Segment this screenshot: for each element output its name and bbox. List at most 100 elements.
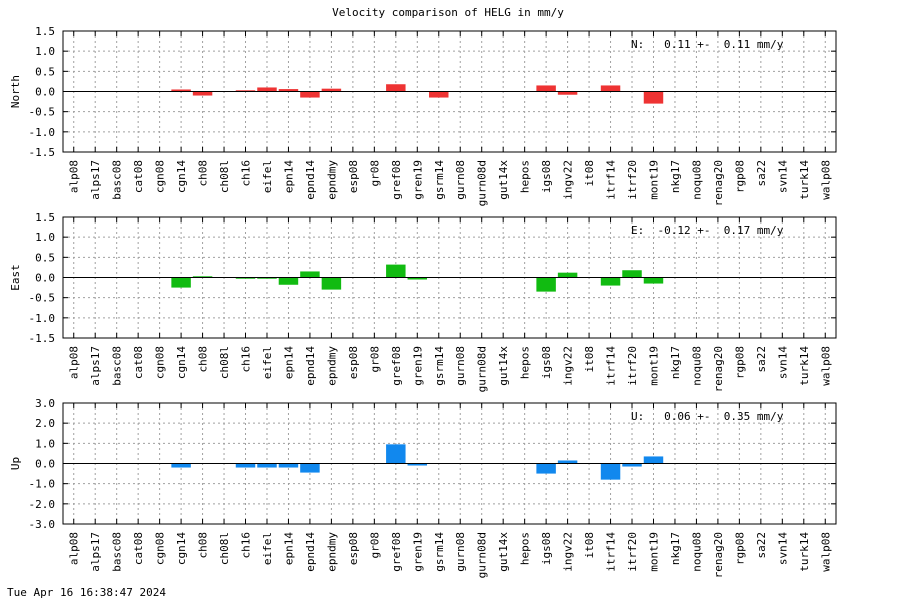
bar-mont19 [643, 277, 664, 284]
x-tick-label: sa22 [755, 160, 768, 187]
x-tick-label: eifel [261, 346, 274, 379]
bar-epn14 [278, 89, 299, 92]
panel-north: -1.5 -1.0 -0.5 0.0 0.5 1.0 1.5 alp08 alps17 basc0… [9, 25, 837, 206]
x-tick-label: gren19 [411, 346, 424, 386]
bar-ingv22 [557, 272, 578, 278]
x-tick-label: epnd14 [304, 346, 317, 386]
x-tick-label: ch08 [197, 346, 210, 373]
x-tick-label: svn14 [776, 160, 789, 193]
y-tick-label: -0.5 [29, 292, 56, 305]
plot-frame [62, 30, 837, 153]
x-tick-label: ch08l [218, 532, 231, 565]
chart-title: Velocity comparison of HELG in mm/y [332, 6, 564, 19]
summary-annotation: U: 0.06 +- 0.35 mm/y [631, 410, 784, 423]
x-tick-label: eifel [261, 160, 274, 193]
x-tick-label: ch16 [240, 532, 253, 559]
plot-frame [62, 402, 837, 525]
x-tick-label: ingv22 [562, 160, 575, 200]
x-tick-label: ch16 [240, 160, 253, 187]
x-tick-label: mont19 [647, 160, 660, 200]
x-tick-label: svn14 [776, 532, 789, 565]
x-tick-label: basc08 [111, 346, 124, 386]
x-tick-label: alp08 [68, 160, 81, 193]
x-tick-label: gr08 [368, 532, 381, 559]
x-tick-label: epnd14 [304, 532, 317, 572]
bar-ingv22 [557, 460, 578, 464]
summary-annotation: E: -0.12 +- 0.17 mm/y [631, 224, 784, 237]
y-tick-label: -2.0 [29, 498, 56, 511]
bar-ch16 [235, 463, 256, 468]
x-tick-label: it08 [583, 532, 596, 559]
x-tick-label: gurn08d [476, 160, 489, 206]
x-tick-label: turk14 [798, 532, 811, 572]
x-tick-label: itrf20 [626, 160, 639, 200]
x-tick-label: noqu08 [690, 532, 703, 572]
x-tick-label: renag20 [712, 346, 725, 392]
plot-frame [62, 216, 837, 339]
x-tick-label: gurn08 [454, 160, 467, 200]
x-tick-label: gut14x [497, 532, 510, 572]
x-tick-label: gsrm14 [433, 532, 446, 572]
x-tick-label: epndmy [325, 160, 338, 200]
x-tick-label: noqu08 [690, 346, 703, 386]
x-tick-label: gurn08 [454, 532, 467, 572]
x-tick-label: gren19 [411, 532, 424, 572]
bar-cgn14 [171, 277, 191, 288]
x-tick-label: cgn14 [175, 346, 188, 379]
x-tick-label: ingv22 [562, 532, 575, 572]
x-tick-label: alps17 [89, 160, 102, 200]
x-tick-label: svn14 [776, 346, 789, 379]
x-tick-label: turk14 [798, 160, 811, 200]
x-tick-label: walp08 [819, 532, 832, 572]
x-tick-label: gren19 [411, 160, 424, 200]
y-tick-label: 1.0 [35, 231, 55, 244]
x-tick-label: sa22 [755, 346, 768, 373]
bar-cgn14 [171, 463, 191, 468]
x-tick-label: itrf20 [626, 346, 639, 386]
y-tick-label: -1.5 [29, 332, 56, 345]
bar-igs08 [536, 463, 556, 474]
x-tick-label: it08 [583, 346, 596, 373]
x-tick-label: mont19 [647, 532, 660, 572]
x-tick-label: gsrm14 [433, 160, 446, 200]
x-tick-label: cat08 [132, 532, 145, 565]
bar-epnd14 [300, 91, 320, 98]
x-tick-label: cgn14 [175, 160, 188, 193]
x-tick-label: alps17 [89, 532, 102, 572]
x-tick-label: rgp08 [733, 532, 746, 565]
bar-eifel [257, 463, 277, 468]
x-tick-label: ingv22 [562, 346, 575, 386]
x-tick-label: ch08l [218, 346, 231, 379]
y-tick-label: 1.5 [35, 25, 55, 38]
bar-itrf20 [622, 270, 642, 278]
bar-ingv22 [557, 91, 578, 95]
x-tick-label: it08 [583, 160, 596, 187]
x-tick-label: cgn08 [154, 532, 167, 565]
x-tick-label: cat08 [132, 346, 145, 379]
y-tick-label: -3.0 [29, 518, 56, 531]
x-tick-label: alps17 [89, 346, 102, 386]
x-tick-label: epn14 [282, 346, 295, 379]
y-tick-label: -1.0 [29, 478, 56, 491]
y-tick-label: 0.0 [35, 458, 55, 471]
x-tick-label: epn14 [282, 160, 295, 193]
bar-itrf14 [600, 85, 621, 92]
x-tick-label: epndmy [325, 532, 338, 572]
x-tick-label: gref08 [390, 532, 403, 572]
x-tick-label: gurn08d [476, 346, 489, 392]
x-tick-label: gr08 [368, 160, 381, 187]
x-tick-label: esp08 [347, 532, 360, 565]
bar-gref08 [386, 264, 406, 278]
bar-epn14 [278, 463, 299, 468]
bar-epnd14 [300, 463, 320, 473]
x-tick-label: noqu08 [690, 160, 703, 200]
x-tick-label: walp08 [819, 160, 832, 200]
x-tick-label: esp08 [347, 160, 360, 193]
x-tick-label: ch16 [240, 346, 253, 373]
x-tick-label: epn14 [282, 532, 295, 565]
y-axis-label: Up [9, 457, 22, 470]
x-tick-label: mont19 [647, 346, 660, 386]
x-tick-label: gsrm14 [433, 346, 446, 386]
x-tick-label: gr08 [368, 346, 381, 373]
